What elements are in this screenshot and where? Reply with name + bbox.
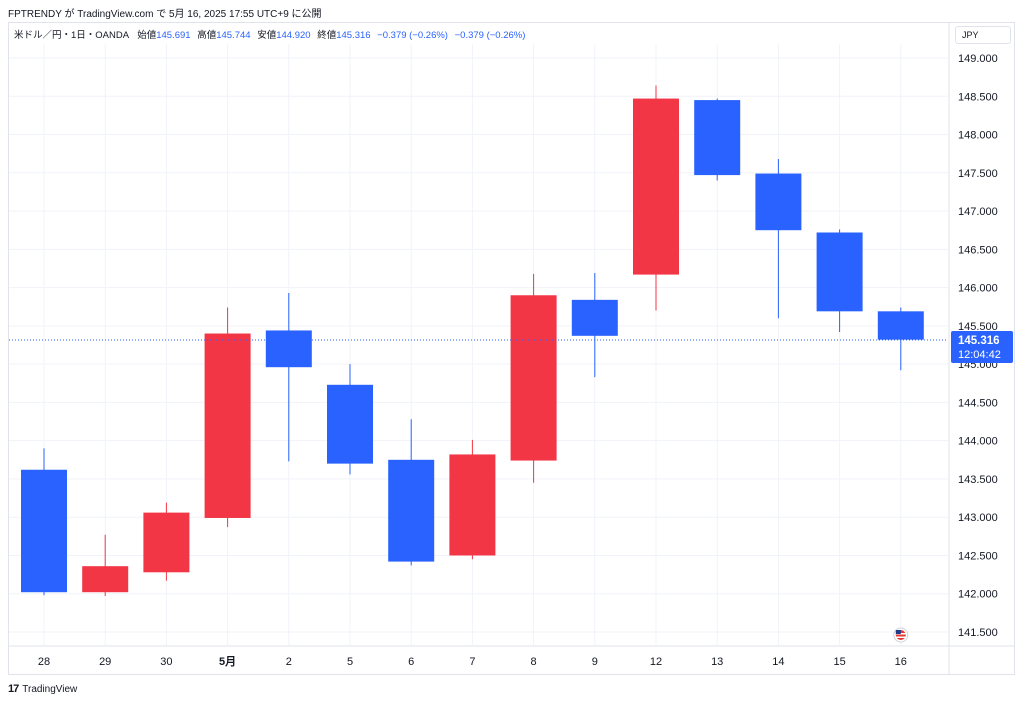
candle-body bbox=[449, 454, 496, 556]
x-tick-label: 9 bbox=[592, 656, 598, 668]
symbol-label[interactable]: 米ドル／円・1日・OANDA bbox=[14, 30, 129, 41]
x-tick-label: 5月 bbox=[219, 655, 236, 668]
candle-body bbox=[877, 311, 924, 340]
x-tick-label: 8 bbox=[531, 656, 537, 668]
y-tick-label: 143.500 bbox=[958, 474, 998, 486]
x-tick-label: 28 bbox=[38, 656, 50, 668]
x-tick-label: 14 bbox=[772, 656, 784, 668]
x-tick-label: 5 bbox=[347, 656, 353, 668]
candle-body bbox=[82, 566, 129, 593]
brand-name: TradingView bbox=[22, 683, 78, 695]
x-tick-label: 30 bbox=[160, 656, 172, 668]
x-tick-label: 15 bbox=[833, 656, 845, 668]
candle-body bbox=[571, 299, 618, 336]
candle-body bbox=[510, 295, 557, 461]
candle-body bbox=[388, 459, 435, 562]
x-tick-label: 2 bbox=[286, 656, 292, 668]
price-badge bbox=[951, 330, 1013, 363]
tradingview-logo-icon: 17 bbox=[8, 683, 19, 695]
change-value: −0.379 (−0.26%) bbox=[377, 30, 448, 41]
y-tick-label: 142.500 bbox=[958, 550, 998, 562]
y-tick-label: 149.000 bbox=[958, 53, 998, 65]
y-tick-label: 144.500 bbox=[958, 397, 998, 409]
y-tick-label: 144.000 bbox=[958, 436, 998, 448]
us-flag-canton-icon bbox=[895, 630, 901, 634]
candle-body bbox=[755, 173, 802, 231]
y-tick-label: 147.000 bbox=[958, 206, 998, 218]
price-badge-countdown: 12:04:42 bbox=[958, 349, 1001, 361]
close-label: 終値 bbox=[317, 30, 337, 41]
low-label: 安値 bbox=[257, 30, 277, 41]
x-tick-label: 16 bbox=[895, 656, 907, 668]
tradingview-brand[interactable]: 17 TradingView bbox=[8, 683, 77, 695]
price-badge-value: 145.316 bbox=[958, 335, 1000, 347]
y-tick-label: 143.000 bbox=[958, 512, 998, 524]
candle-body bbox=[694, 100, 741, 176]
y-tick-label: 141.500 bbox=[958, 627, 998, 639]
y-tick-label: 148.000 bbox=[958, 130, 998, 142]
y-tick-label: 146.000 bbox=[958, 283, 998, 295]
x-tick-label: 13 bbox=[711, 656, 723, 668]
candle-body bbox=[265, 330, 312, 368]
high-value: 145.744 bbox=[216, 30, 251, 41]
x-tick-label: 7 bbox=[469, 656, 475, 668]
candle-body bbox=[327, 384, 373, 464]
y-tick-label: 147.500 bbox=[958, 168, 998, 180]
y-tick-label: 148.500 bbox=[958, 91, 998, 103]
change-value-2: −0.379 (−0.26%) bbox=[454, 30, 526, 41]
close-value: 145.316 bbox=[336, 30, 371, 41]
candle-body bbox=[633, 98, 679, 275]
x-tick-label: 12 bbox=[650, 656, 662, 668]
y-tick-label: 142.000 bbox=[958, 589, 998, 601]
ohlc-legend: 米ドル／円・1日・OANDA 始値145.691 高値145.744 安値144… bbox=[14, 27, 525, 41]
low-value: 144.920 bbox=[276, 30, 311, 41]
x-tick-label: 6 bbox=[408, 656, 414, 668]
y-tick-label: 145.500 bbox=[958, 321, 998, 333]
open-label: 始値 bbox=[137, 30, 157, 41]
currency-button[interactable]: JPY bbox=[955, 26, 1011, 44]
candle-body bbox=[143, 512, 190, 573]
y-tick-label: 146.500 bbox=[958, 244, 998, 256]
x-tick-label: 29 bbox=[99, 656, 111, 668]
publish-caption: FPTRENDY が TradingView.com で 5月 16, 2025… bbox=[8, 9, 322, 20]
chart-frame bbox=[8, 22, 1015, 675]
open-value: 145.691 bbox=[156, 30, 191, 41]
us-flag-stripe-icon bbox=[895, 636, 906, 638]
candle-body bbox=[816, 232, 863, 312]
candle-body bbox=[204, 333, 251, 518]
high-label: 高値 bbox=[197, 30, 217, 41]
candle-body bbox=[21, 469, 67, 593]
